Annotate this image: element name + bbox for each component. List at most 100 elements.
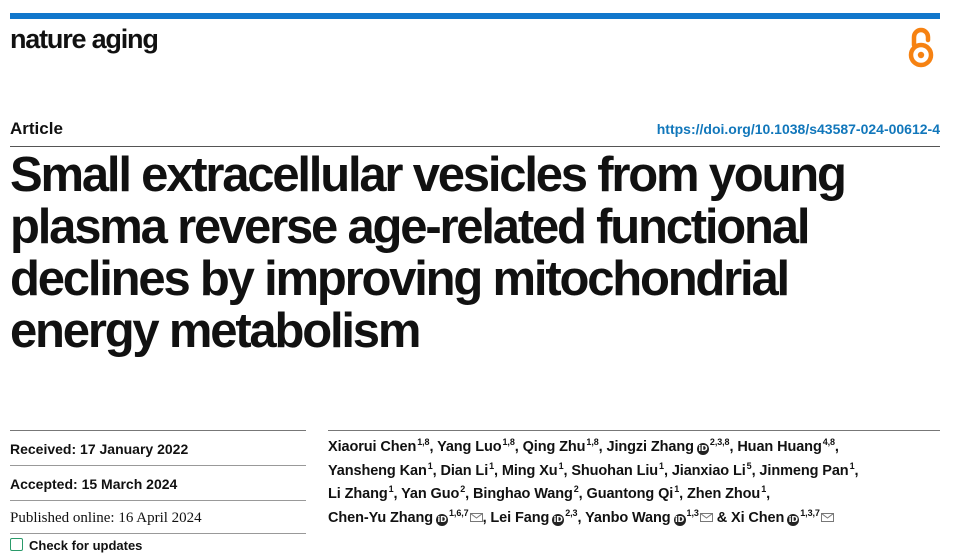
author-name-text: Lei Fang [490, 509, 550, 526]
dates-divider [10, 430, 306, 431]
author-name-text: Li Zhang [328, 486, 388, 502]
authors-divider [328, 430, 940, 431]
affiliation-superscript: 1,8 [586, 437, 599, 447]
author-name: Guantong Qi1 [586, 484, 680, 503]
email-icon[interactable] [820, 512, 834, 522]
author-name: Zhen Zhou1 [687, 485, 766, 503]
author-line: Yansheng Kan1, Dian Li1, Ming Xu1, Shuoh… [328, 460, 938, 484]
affiliation-superscript: 1 [388, 484, 394, 494]
open-access-icon [908, 27, 934, 68]
author-name: Yanbo Wang iD1,3 [585, 507, 713, 526]
author-name-text: Jianxiao Li [671, 462, 746, 479]
author-separator: , [393, 486, 402, 502]
affiliation-superscript: 5 [746, 460, 752, 471]
author-name-text: Yansheng Kan [328, 462, 427, 479]
date-divider [10, 533, 306, 534]
affiliation-superscript: 2 [573, 484, 579, 494]
author-name-text: Yan Guo [401, 486, 460, 502]
author-name-text: Dian Li [440, 462, 489, 479]
affiliation-superscript: 4,8 [822, 437, 835, 447]
author-name: Shuohan Liu1 [571, 460, 664, 479]
author-name-text: Yanbo Wang [585, 509, 671, 526]
check-for-updates[interactable]: Check for updates [10, 538, 142, 553]
author-name: Xi Chen iD1,3,7 [731, 507, 834, 526]
author-name: Ming Xu1 [501, 460, 564, 479]
author-separator: , [563, 462, 572, 479]
orcid-icon[interactable]: iD [696, 443, 709, 455]
affiliation-superscript: 1,3 [686, 507, 699, 518]
author-separator: , [729, 439, 738, 455]
author-name-text: Guantong Qi [586, 486, 674, 502]
author-separator: , [429, 439, 438, 455]
author-name-text: Xiaorui Chen [328, 439, 417, 455]
article-title: Small extracellular vesicles from young … [10, 149, 910, 357]
author-separator: , [766, 486, 771, 502]
author-separator: , [854, 462, 859, 479]
affiliation-superscript: 1 [489, 460, 495, 471]
orcid-icon[interactable]: iD [673, 513, 686, 526]
date-divider [10, 500, 306, 501]
author-line: Xiaorui Chen1,8, Yang Luo1,8, Qing Zhu1,… [328, 436, 938, 460]
author-name-text: Chen-Yu Zhang [328, 509, 434, 526]
title-line: plasma reverse age-related functional [10, 200, 810, 254]
orcid-icon[interactable]: iD [436, 513, 449, 526]
author-name: Binghao Wang2 [473, 484, 579, 503]
author-name: Jianxiao Li5 [671, 460, 752, 479]
email-icon[interactable] [699, 512, 713, 522]
author-separator: , [465, 486, 474, 502]
affiliation-superscript: 1 [849, 460, 855, 471]
date-divider [10, 465, 306, 466]
author-list: Xiaorui Chen1,8, Yang Luo1,8, Qing Zhu1,… [328, 436, 938, 530]
affiliation-superscript: 1 [558, 460, 564, 471]
author-separator: , [577, 509, 586, 526]
journal-brand-bar [10, 13, 940, 19]
author-separator: , [578, 486, 587, 502]
header-divider [10, 146, 940, 147]
affiliation-superscript: 1,8 [502, 437, 515, 447]
author-name-text: Ming Xu [501, 462, 558, 479]
author-separator: , [663, 462, 672, 479]
author-name-text: Qing Zhu [522, 439, 586, 455]
title-line: declines by improving mitochondrial [10, 252, 790, 306]
affiliation-superscript: 1,6,7 [449, 507, 469, 518]
author-name: Lei Fang iD2,3 [490, 507, 578, 526]
affiliation-superscript: 2,3 [565, 507, 578, 518]
author-name-text: Jingzi Zhang [606, 439, 695, 455]
affiliation-superscript: 2,3,8 [709, 437, 730, 447]
doi-link[interactable]: https://doi.org/10.1038/s43587-024-00612… [656, 121, 940, 137]
orcid-icon[interactable]: iD [552, 513, 565, 526]
affiliation-superscript: 1 [659, 460, 664, 471]
author-name-text: Shuohan Liu [571, 462, 659, 479]
affiliation-superscript: 1,3,7 [800, 507, 820, 518]
affiliation-superscript: 1 [427, 460, 433, 471]
author-separator: , [751, 462, 760, 479]
email-icon[interactable] [469, 512, 483, 522]
author-name-text: Zhen Zhou [687, 486, 761, 502]
author-separator: , [598, 439, 607, 455]
author-name-text: Jinmeng Pan [759, 462, 849, 479]
affiliation-superscript: 1,8 [417, 437, 430, 447]
author-name: Jingzi Zhang iD2,3,8 [606, 437, 730, 455]
affiliation-superscript: 2 [460, 484, 466, 494]
author-name: Yansheng Kan1 [328, 460, 433, 479]
journal-name[interactable]: nature aging [10, 24, 159, 54]
title-line: Small extracellular vesicles from young [10, 148, 847, 202]
author-separator: , [432, 462, 441, 479]
author-separator: , [834, 439, 839, 455]
accepted-date: Accepted: 15 March 2024 [10, 476, 178, 492]
author-name: Xiaorui Chen1,8 [328, 437, 430, 456]
received-date: Received: 17 January 2022 [10, 441, 189, 457]
author-name: Dian Li1 [440, 460, 495, 479]
author-name: Li Zhang1 [328, 484, 394, 503]
author-name-text: Yang Luo [437, 439, 502, 455]
check-updates-icon [10, 538, 23, 551]
author-separator: , [514, 439, 523, 455]
author-name: Qing Zhu1,8 [522, 437, 599, 456]
affiliation-superscript: 1 [674, 484, 680, 494]
check-updates-label: Check for updates [29, 538, 143, 553]
title-line: energy metabolism [10, 304, 421, 358]
orcid-icon[interactable]: iD [787, 513, 800, 526]
author-separator: , [679, 486, 687, 502]
author-line: Li Zhang1, Yan Guo2, Binghao Wang2, Guan… [328, 483, 938, 507]
author-name: Huan Huang4,8 [737, 437, 835, 456]
